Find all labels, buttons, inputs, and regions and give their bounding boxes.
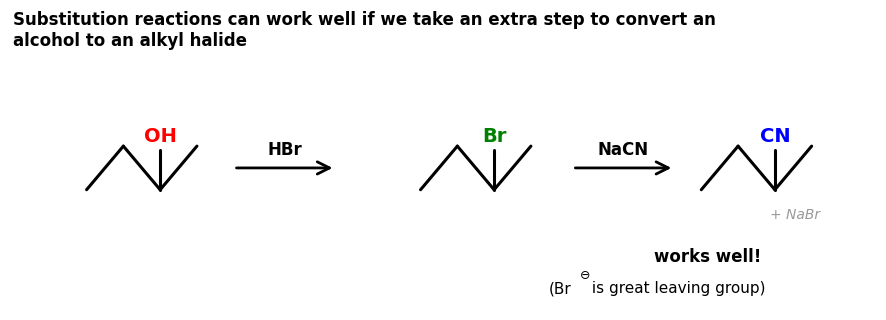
Text: Substitution reactions can work well if we take an extra step to convert an
alco: Substitution reactions can work well if … <box>13 11 716 50</box>
Text: works well!: works well! <box>655 248 762 266</box>
Text: Br: Br <box>482 126 506 146</box>
Text: CN: CN <box>759 126 790 146</box>
Text: OH: OH <box>144 126 176 146</box>
Text: is great leaving group): is great leaving group) <box>587 281 766 296</box>
Text: + NaBr: + NaBr <box>770 208 820 221</box>
Text: ⊖: ⊖ <box>580 269 591 283</box>
Text: HBr: HBr <box>268 141 302 159</box>
Text: (Br: (Br <box>548 281 571 296</box>
Text: NaCN: NaCN <box>598 141 649 159</box>
